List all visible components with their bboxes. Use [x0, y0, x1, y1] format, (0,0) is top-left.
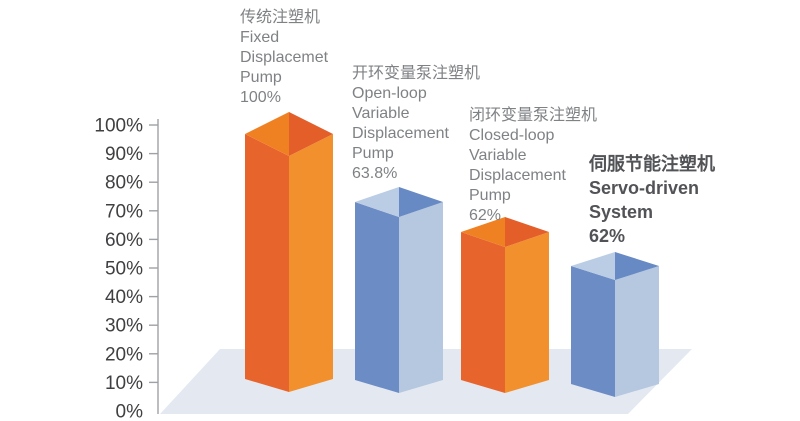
bar-1-top-right-face: [289, 112, 333, 156]
bar-label-fixed-displacement-pump: 传统注塑机 Fixed Displacemet Pump 100%: [240, 8, 328, 108]
label-line-zh: 传统注塑机: [240, 9, 321, 26]
bar-2-left-face: [355, 202, 399, 393]
label-line-en: Closed-loop: [469, 127, 555, 144]
bar-group-4: [571, 252, 659, 397]
bar-3-right-face: [505, 232, 549, 393]
label-line-en: Variable: [352, 105, 410, 122]
label-value: 100%: [240, 89, 281, 106]
bar-3-top-right-face: [505, 217, 549, 247]
bar-2-top-right-face: [399, 187, 443, 217]
bar-group-2: [355, 187, 443, 393]
label-line-zh: 开环变量泵注塑机: [352, 65, 481, 82]
bar-1-top-left-face: [245, 112, 289, 156]
bar-group-3: [461, 217, 549, 393]
label-line-en: Displacement: [469, 167, 566, 184]
bar-2-top-left-face: [355, 187, 399, 217]
y-axis-layer: 100% 90% 80% 70% 60% 50% 40% 30% 20% 10% 0%: [94, 116, 159, 421]
y-tick-label: 0%: [116, 402, 144, 421]
label-line-en: Pump: [240, 69, 282, 86]
bar-3-left-face: [461, 232, 505, 393]
bar-1-right-face: [289, 134, 333, 392]
label-line-en: Pump: [352, 145, 394, 162]
label-line-en: System: [589, 202, 654, 222]
label-line-en: Pump: [469, 187, 511, 204]
y-tick-label: 40%: [105, 287, 143, 308]
bar-4-right-face: [615, 266, 659, 397]
bar-label-open-loop-pump: 开环变量泵注塑机 Open-loop Variable Displacement…: [352, 64, 480, 184]
bar-1-left-face: [245, 134, 289, 392]
y-tick-label: 30%: [105, 316, 143, 337]
bars-layer: [245, 112, 659, 397]
label-line-zh: 闭环变量泵注塑机: [469, 107, 598, 124]
label-value: 62%: [469, 207, 502, 224]
bar-2-right-face: [399, 202, 443, 393]
y-tick-label: 60%: [105, 230, 143, 251]
bar-label-servo-driven-system: 伺服节能注塑机 Servo-driven System 62%: [589, 152, 715, 248]
bar-label-closed-loop-pump: 闭环变量泵注塑机 Closed-loop Variable Displaceme…: [469, 106, 597, 226]
bar-group-1: [245, 112, 333, 392]
y-tick-label: 70%: [105, 201, 143, 222]
bar-4-left-face: [571, 266, 615, 397]
y-tick-label: 100%: [94, 116, 143, 137]
bar-3-top-left-face: [461, 217, 505, 247]
y-tick-label: 50%: [105, 259, 143, 280]
label-line-en: Displacement: [352, 125, 449, 142]
label-value: 63.8%: [352, 165, 398, 182]
label-line-en: Displacemet: [240, 49, 329, 66]
bar-4-top-left-face: [571, 252, 615, 280]
bar-4-top-right-face: [615, 252, 659, 280]
y-tick-label: 10%: [105, 373, 143, 394]
label-line-en: Servo-driven: [589, 178, 700, 198]
label-line-en: Variable: [469, 147, 527, 164]
y-tick-label: 20%: [105, 344, 143, 365]
label-line-en: Fixed: [240, 29, 280, 46]
label-line-zh: 伺服节能注塑机: [589, 154, 715, 174]
y-tick-label: 80%: [105, 173, 143, 194]
y-tick-label: 90%: [105, 144, 143, 165]
label-value: 62%: [589, 226, 626, 246]
label-line-en: Open-loop: [352, 85, 427, 102]
